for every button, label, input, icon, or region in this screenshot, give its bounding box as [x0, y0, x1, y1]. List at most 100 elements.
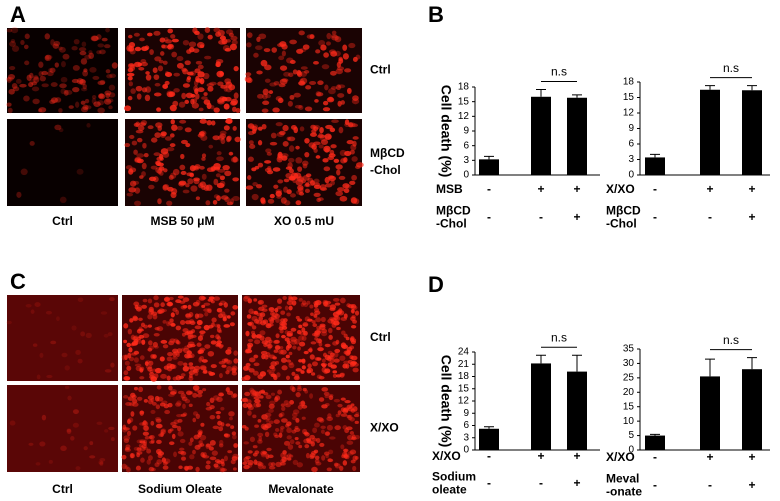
cell: [318, 144, 324, 149]
cell: [96, 34, 102, 40]
cell: [324, 300, 332, 305]
cell: [39, 352, 44, 358]
cell: [289, 59, 296, 65]
cell: [339, 355, 346, 361]
micrograph: [7, 119, 118, 206]
cell: [220, 422, 225, 427]
cell: [286, 359, 292, 363]
cell: [251, 325, 257, 330]
cell: [248, 308, 254, 315]
cell: [75, 101, 80, 108]
cell: [333, 297, 340, 302]
cell: [318, 197, 324, 201]
cell: [224, 96, 232, 102]
cell: [166, 91, 174, 98]
cell: [273, 375, 278, 381]
cell: [228, 84, 236, 91]
cell: [50, 39, 55, 46]
cell: [304, 70, 310, 74]
cell: [350, 316, 356, 322]
cell: [66, 428, 72, 433]
cell: [305, 182, 310, 187]
cell: [159, 37, 166, 43]
cell: [355, 165, 361, 170]
cell: [341, 330, 346, 336]
cell: [98, 93, 106, 100]
cell: [64, 89, 73, 96]
cell: [260, 452, 267, 458]
cell: [220, 138, 226, 145]
cell: [351, 98, 360, 105]
cell: [274, 307, 279, 313]
cell: [142, 425, 149, 431]
cell: [177, 295, 184, 299]
cell: [230, 425, 235, 429]
cell: [139, 440, 146, 444]
cell: [193, 165, 200, 171]
cell: [198, 131, 205, 136]
cell: [207, 350, 215, 357]
cell: [176, 400, 182, 406]
cell: [19, 83, 27, 88]
cell: [200, 366, 207, 371]
cell: [277, 151, 283, 159]
cell: [265, 148, 272, 154]
cell: [202, 388, 207, 392]
cell: [277, 179, 284, 184]
cell: [218, 302, 223, 306]
column-label: XO 0.5 mU: [274, 214, 334, 228]
cell: [246, 314, 252, 319]
cell: [277, 97, 284, 104]
cell: [79, 50, 87, 56]
cell: [299, 341, 306, 347]
cell: [252, 125, 258, 132]
cell: [192, 411, 199, 416]
cell: [6, 102, 12, 107]
cell: [280, 452, 285, 458]
condition-label: oleate: [432, 483, 467, 497]
cell: [138, 334, 145, 339]
condition-label: MSB: [436, 182, 463, 196]
cell: [153, 92, 162, 97]
cell: [233, 92, 239, 99]
bar: [479, 428, 499, 450]
cell: [190, 185, 198, 192]
cell: [150, 439, 155, 444]
cell: [99, 93, 105, 99]
cell: [138, 386, 144, 393]
cell: [328, 393, 334, 398]
cell: [41, 414, 47, 421]
cell: [133, 350, 140, 355]
cell: [251, 393, 257, 397]
cell: [316, 437, 321, 444]
row-label: Ctrl: [370, 330, 391, 344]
cell: [212, 199, 218, 205]
cell: [123, 435, 130, 441]
cell: [213, 194, 220, 199]
cell: [289, 145, 295, 152]
cell: [303, 330, 308, 336]
cell: [273, 419, 280, 424]
cell: [152, 341, 158, 348]
cell: [172, 376, 178, 381]
cell: [145, 364, 153, 370]
cell: [321, 363, 326, 367]
cell: [354, 310, 360, 316]
cell: [26, 74, 32, 81]
cell: [291, 412, 298, 418]
cell: [182, 83, 191, 88]
cell: [279, 462, 286, 466]
cell: [184, 99, 190, 105]
cell: [343, 333, 348, 338]
cell: [257, 419, 262, 423]
cell: [355, 412, 360, 416]
cell: [68, 105, 74, 109]
cell: [312, 124, 321, 130]
cell: [171, 433, 176, 439]
cell: [219, 180, 226, 187]
cell: [328, 395, 334, 401]
cell: [350, 305, 358, 310]
y-tick-label: 15: [623, 401, 635, 412]
cell: [327, 458, 334, 463]
